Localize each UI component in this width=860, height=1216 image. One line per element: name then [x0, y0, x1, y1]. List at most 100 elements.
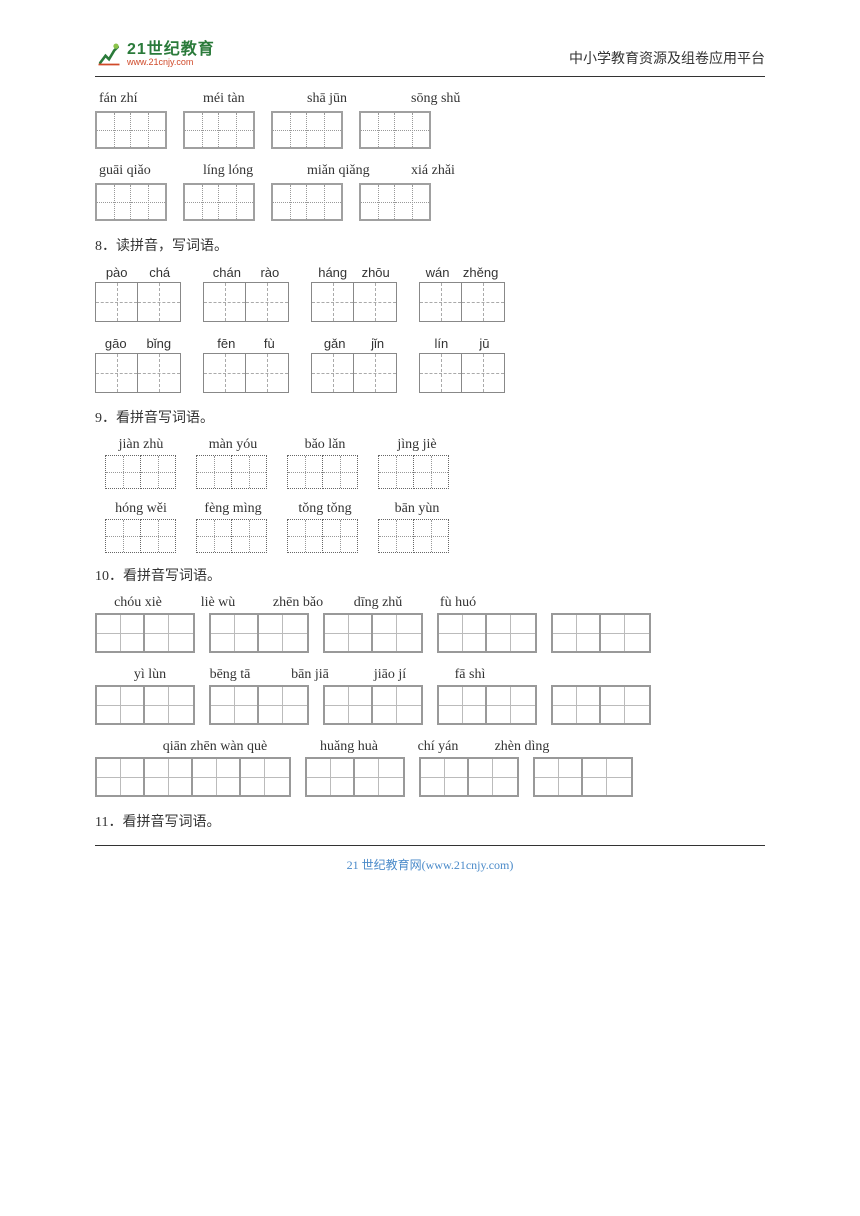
pinyin: zhōu: [362, 265, 390, 280]
char-grid: [419, 282, 505, 322]
char-grid: [287, 455, 358, 489]
q8-pinyin-row2: gāobǐng fēnfù gǎnjǐn línjū: [95, 336, 765, 351]
q7-boxes-row2: [95, 183, 765, 221]
char-grid: [95, 685, 195, 725]
worksheet-page: 21世纪教育 www.21cnjy.com 中小学教育资源及组卷应用平台 fán…: [0, 0, 860, 903]
page-header: 21世纪教育 www.21cnjy.com 中小学教育资源及组卷应用平台: [95, 40, 765, 68]
q10-boxes-row2: [95, 685, 765, 725]
char-grid: [533, 757, 633, 797]
char-grid: [551, 613, 651, 653]
pinyin: fù huó: [425, 595, 491, 611]
char-grid: [203, 282, 289, 322]
q10-label: 10．看拼音写词语。: [95, 565, 765, 585]
pinyin: chá: [149, 265, 170, 280]
pinyin: zhēn bǎo: [265, 595, 331, 611]
char-grid: [419, 353, 505, 393]
content: fán zhí méi tàn shā jūn sōng shǔ guāi qi…: [95, 91, 765, 831]
char-grid: [287, 519, 358, 553]
pinyin: huǎng huà: [309, 739, 389, 755]
pinyin: jiàn zhù: [105, 437, 177, 453]
pinyin: chí yán: [403, 739, 473, 755]
q7-pinyin-row1: fán zhí méi tàn shā jūn sōng shǔ: [95, 91, 765, 107]
char-grid: [95, 757, 291, 797]
q10-boxes-row1: [95, 613, 765, 653]
pinyin: bān jiā: [277, 667, 343, 683]
q10-boxes-row3: [95, 757, 765, 797]
pinyin: qiān zhēn wàn què: [135, 739, 295, 755]
pinyin: fù: [264, 336, 275, 351]
char-grid: [183, 183, 255, 221]
char-grid: [305, 757, 405, 797]
pinyin: fán zhí: [99, 91, 179, 107]
q10-pinyin-row1: chóu xiè liè wù zhēn bǎo dīng zhǔ fù huó: [95, 595, 765, 611]
pinyin: guāi qiǎo: [99, 163, 179, 179]
char-grid: [359, 183, 431, 221]
pinyin: chóu xiè: [105, 595, 171, 611]
q7-boxes-row1: [95, 111, 765, 149]
q10-pinyin-row2: yì lùn bēng tā bān jiā jiāo jí fā shì: [95, 667, 765, 683]
pinyin: yì lùn: [117, 667, 183, 683]
pinyin: gǎn: [324, 336, 346, 351]
pinyin: háng: [318, 265, 347, 280]
logo: 21世纪教育 www.21cnjy.com: [95, 40, 215, 68]
pinyin: chán: [213, 265, 241, 280]
pinyin: bǎo lǎn: [289, 437, 361, 453]
char-grid: [437, 685, 537, 725]
pinyin: bān yùn: [381, 501, 453, 517]
char-grid: [419, 757, 519, 797]
q9-label: 9．看拼音写词语。: [95, 407, 765, 427]
char-grid: [95, 353, 181, 393]
q9-boxes-row1: [95, 455, 765, 489]
char-grid: [359, 111, 431, 149]
char-grid: [196, 519, 267, 553]
pinyin: jū: [479, 336, 489, 351]
char-grid: [311, 353, 397, 393]
char-grid: [311, 282, 397, 322]
q8-boxes-row2: [95, 353, 765, 393]
page-footer: 21 世纪教育网(www.21cnjy.com): [95, 856, 765, 873]
pinyin: méi tàn: [203, 91, 283, 107]
footer-url: www.21cnjy.com: [426, 858, 510, 872]
char-grid: [271, 183, 343, 221]
pinyin: màn yóu: [197, 437, 269, 453]
pinyin: pào: [106, 265, 128, 280]
pinyin: hóng wěi: [105, 501, 177, 517]
header-rule: [95, 76, 765, 77]
pinyin: jiāo jí: [357, 667, 423, 683]
pinyin: fèng mìng: [197, 501, 269, 517]
q9-boxes-row2: [95, 519, 765, 553]
pinyin: fēn: [217, 336, 235, 351]
char-grid: [105, 519, 176, 553]
char-grid: [323, 685, 423, 725]
pinyin: bǐng: [146, 336, 171, 351]
char-grid: [271, 111, 343, 149]
char-grid: [209, 685, 309, 725]
pinyin: zhèn dìng: [487, 739, 557, 755]
char-grid: [95, 111, 167, 149]
q9-pinyin-row1: jiàn zhù màn yóu bǎo lǎn jìng jiè: [95, 437, 765, 453]
q10-pinyin-row3: qiān zhēn wàn què huǎng huà chí yán zhèn…: [95, 739, 765, 755]
char-grid: [203, 353, 289, 393]
header-subtitle: 中小学教育资源及组卷应用平台: [569, 48, 765, 68]
q7-pinyin-row2: guāi qiǎo líng lóng miǎn qiǎng xiá zhǎi: [95, 163, 765, 179]
pinyin: jǐn: [371, 336, 384, 351]
char-grid: [209, 613, 309, 653]
logo-text: 21世纪教育 www.21cnjy.com: [127, 42, 215, 67]
q8-label: 8．读拼音，写词语。: [95, 235, 765, 255]
char-grid: [95, 613, 195, 653]
pinyin: rào: [260, 265, 279, 280]
char-grid: [378, 455, 449, 489]
runner-icon: [95, 40, 123, 68]
pinyin: gāo: [105, 336, 127, 351]
q8-pinyin-row1: pàochá chánrào hángzhōu wánzhěng: [95, 265, 765, 280]
char-grid: [105, 455, 176, 489]
pinyin: miǎn qiǎng: [307, 163, 387, 179]
logo-url: www.21cnjy.com: [127, 58, 215, 67]
q11-label: 11．看拼音写词语。: [95, 811, 765, 831]
footer-text: ): [509, 858, 513, 872]
pinyin: bēng tā: [197, 667, 263, 683]
char-grid: [183, 111, 255, 149]
pinyin: tǒng tǒng: [289, 501, 361, 517]
footer-rule: [95, 845, 765, 846]
footer-text: 21 世纪教育网(: [347, 858, 426, 872]
